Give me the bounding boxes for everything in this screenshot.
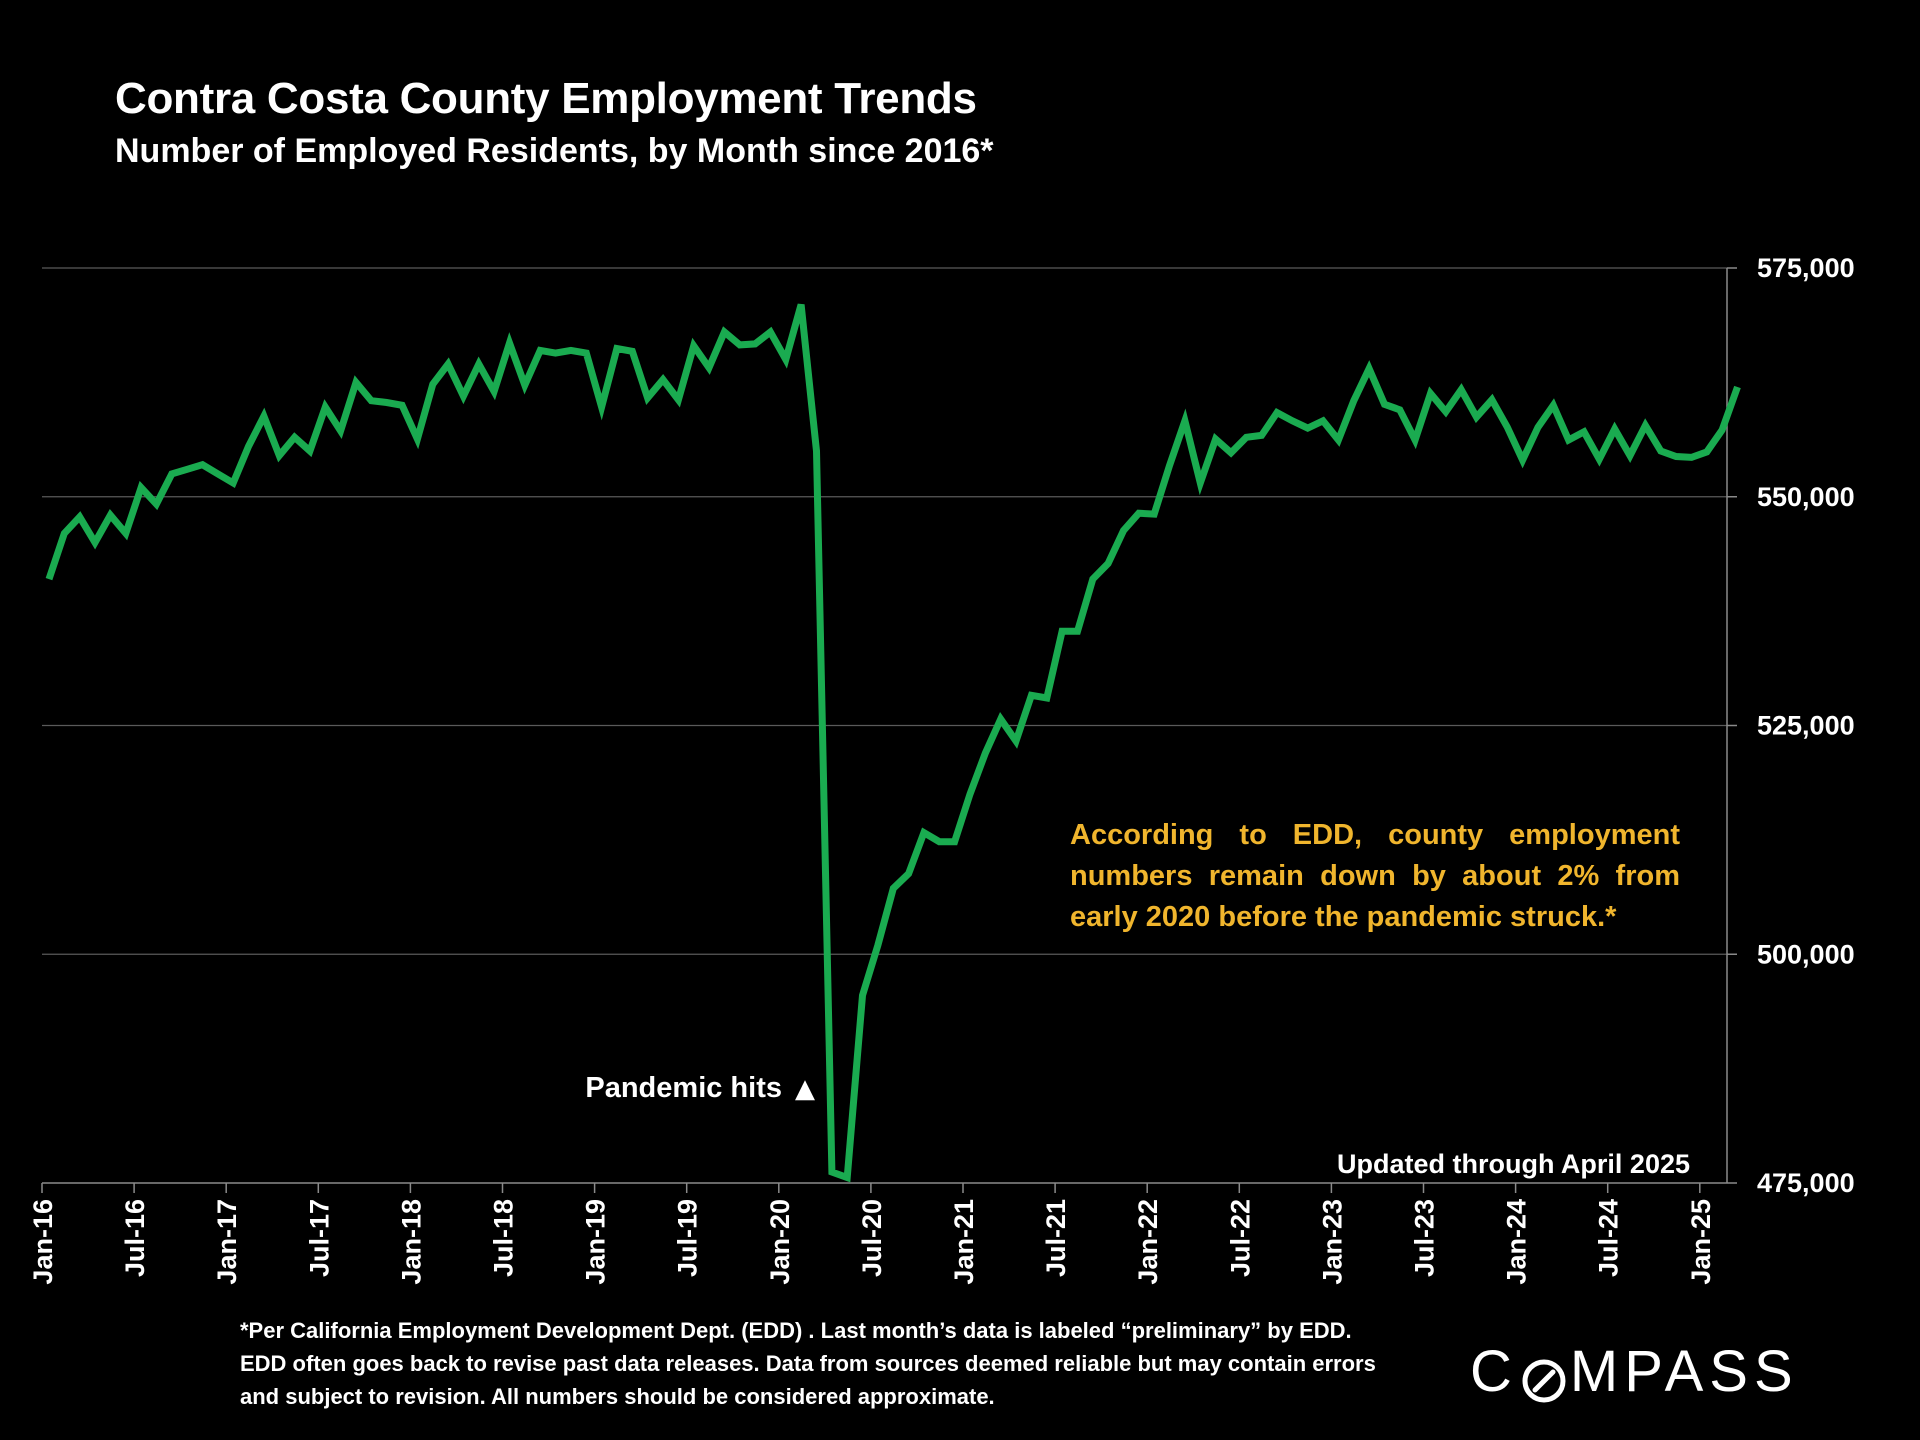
x-tick-label: Jan-20 — [765, 1199, 795, 1285]
logo-text-end: MPASS — [1569, 1339, 1799, 1404]
footnote: *Per California Employment Development D… — [240, 1318, 1376, 1409]
employment-series-line — [45, 303, 1741, 1183]
compass-o-icon — [1522, 1350, 1566, 1402]
x-tick-label: Jan-16 — [28, 1199, 58, 1285]
x-tick-label: Jan-22 — [1133, 1199, 1163, 1285]
x-tick-label: Jan-18 — [396, 1199, 426, 1285]
x-tick-label: Jan-21 — [949, 1199, 979, 1285]
x-tick-label: Jul-18 — [489, 1199, 519, 1277]
tick-labels: 475,000 500,000 525,000 550,000 575,000 Jan-1… — [28, 253, 1855, 1285]
y-tick-label: 500,000 — [1757, 939, 1855, 969]
series-layer — [45, 303, 1741, 1183]
x-tick-label: Jan-23 — [1317, 1199, 1347, 1285]
x-tick-label: Jan-17 — [212, 1199, 242, 1285]
x-tick-label: Jul-20 — [857, 1199, 887, 1277]
x-tick-label: Jan-24 — [1502, 1199, 1532, 1285]
gridlines — [42, 267, 1727, 955]
x-tick-label: Jul-24 — [1594, 1199, 1624, 1277]
y-tick-label: 525,000 — [1757, 711, 1855, 741]
x-tick-label: Jul-22 — [1225, 1199, 1255, 1277]
updated-label: Updated through April 2025 — [1337, 1149, 1690, 1179]
y-tick-label: 550,000 — [1757, 482, 1855, 512]
x-tick-label: Jul-19 — [673, 1199, 703, 1277]
compass-logo: C MPASS — [1470, 1338, 1799, 1405]
edd-callout: According to EDD, county employment numb… — [1070, 819, 1680, 933]
chart-title: Contra Costa County Employment Trends — [115, 74, 977, 123]
pandemic-label: Pandemic hits — [585, 1072, 782, 1104]
x-tick-label: Jul-17 — [304, 1199, 334, 1277]
x-tick-label: Jul-23 — [1410, 1199, 1440, 1277]
y-tick-label: 575,000 — [1757, 253, 1855, 283]
x-tick-label: Jan-25 — [1686, 1199, 1716, 1285]
x-tick-label: Jul-16 — [120, 1199, 150, 1277]
chart-subtitle: Number of Employed Residents, by Month s… — [115, 132, 994, 170]
y-tick-label: 475,000 — [1757, 1168, 1855, 1198]
x-tick-label: Jan-19 — [581, 1199, 611, 1285]
x-tick-label: Jul-21 — [1041, 1199, 1071, 1277]
pandemic-arrow-icon: ▲ — [795, 1074, 815, 1104]
logo-text-start: C — [1470, 1339, 1518, 1404]
